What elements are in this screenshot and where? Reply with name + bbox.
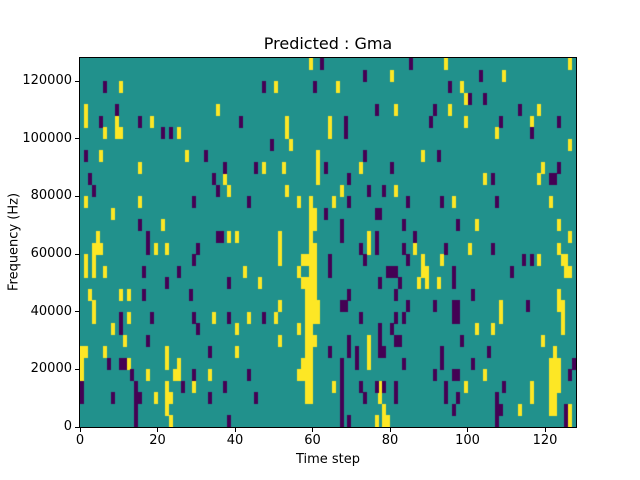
- x-tick-mark: [389, 428, 391, 432]
- y-tick-label: 60000: [30, 246, 72, 262]
- y-tick-label: 100000: [22, 130, 72, 146]
- x-tick-label: 40: [226, 433, 244, 448]
- x-tick-label: 80: [381, 433, 399, 448]
- x-axis-label: Time step: [295, 452, 361, 467]
- x-tick-mark: [234, 428, 236, 432]
- y-tick-label: 20000: [30, 361, 72, 377]
- y-tick-mark: [75, 253, 79, 255]
- y-tick-mark: [75, 426, 79, 428]
- x-tick-label: 0: [75, 433, 85, 448]
- y-tick-label: 120000: [22, 73, 72, 89]
- x-tick-mark: [312, 428, 313, 432]
- y-tick-label: 0: [63, 419, 72, 434]
- y-tick-mark: [75, 138, 79, 140]
- x-tick-label: 100: [455, 433, 480, 448]
- y-tick-mark: [75, 311, 79, 313]
- heatmap-canvas: [80, 58, 576, 427]
- x-tick-label: 20: [149, 433, 166, 448]
- x-tick-label: 120: [532, 433, 558, 448]
- y-tick-mark: [75, 80, 79, 82]
- y-axis-label: Frequency (Hz): [6, 192, 22, 292]
- chart-title: Predicted : Gma: [263, 34, 393, 53]
- plot-area: [79, 57, 577, 428]
- y-tick-mark: [75, 195, 79, 197]
- x-tick-mark: [544, 428, 546, 432]
- x-tick-mark: [467, 428, 468, 432]
- x-tick-label: 60: [304, 433, 321, 448]
- y-tick-label: 40000: [30, 303, 72, 319]
- y-tick-label: 80000: [30, 188, 72, 204]
- x-tick-mark: [79, 428, 81, 432]
- x-tick-mark: [157, 428, 158, 432]
- y-tick-mark: [75, 368, 79, 370]
